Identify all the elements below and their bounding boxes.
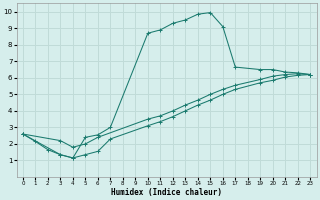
X-axis label: Humidex (Indice chaleur): Humidex (Indice chaleur)	[111, 188, 222, 197]
